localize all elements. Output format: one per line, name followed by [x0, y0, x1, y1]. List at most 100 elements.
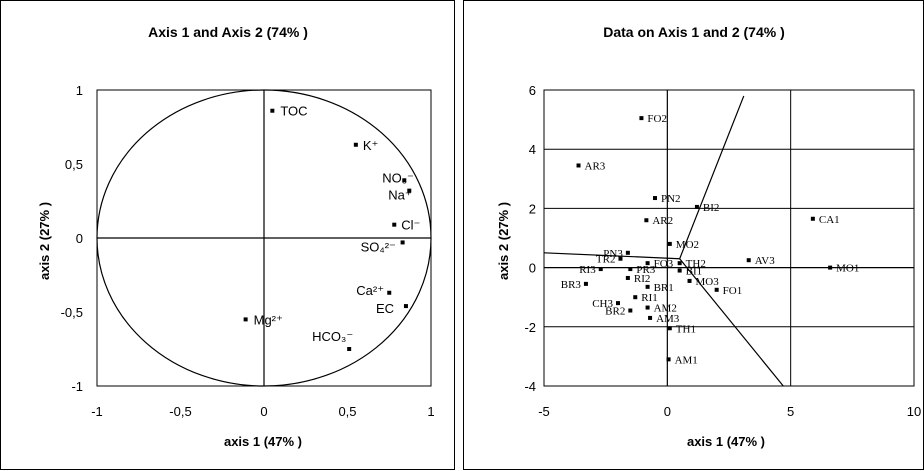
observation-point: [645, 284, 650, 289]
variable-label: K⁺: [363, 138, 379, 153]
observation-label: BI2: [703, 202, 720, 214]
observation-point: [583, 281, 588, 286]
observation-label: PN2: [661, 193, 681, 205]
variable-label: EC: [376, 301, 394, 316]
x-tick-label: -5: [538, 404, 550, 419]
observation-point: [694, 204, 699, 209]
observation-label: AR3: [585, 160, 606, 172]
observation-label: AM2: [654, 303, 677, 315]
variable-point: [403, 304, 408, 309]
chart-panel-observations: Data on Axis 1 and 2 (74% ) -5 0 5 10 6 4 2 0 -2…: [463, 0, 924, 470]
observation-point: [677, 261, 682, 266]
variable-label: Na⁺: [388, 188, 411, 203]
observation-label: TH1: [676, 323, 696, 335]
observation-point: [618, 256, 623, 261]
y-tick-label: -4: [524, 379, 536, 394]
y-tick-label: 4: [529, 142, 536, 157]
unit-circle: [96, 89, 432, 387]
observation-label: FO2: [647, 113, 667, 125]
observation-label: MO3: [696, 276, 720, 288]
plot-grid: [543, 89, 915, 387]
observation-label: CA1: [819, 214, 840, 226]
divider-line: [679, 258, 784, 387]
observation-point: [628, 308, 633, 313]
observation-point: [645, 305, 650, 310]
observation-point: [598, 267, 603, 272]
x-tick-label: 1: [427, 404, 434, 419]
x-tick-label: 5: [787, 404, 794, 419]
variable-point: [407, 188, 412, 193]
y-axis-label: axis 2 (27% ): [37, 202, 52, 280]
variable-label: Ca²⁺: [356, 283, 384, 298]
observation-label: TH2: [686, 258, 706, 270]
variable-point: [270, 108, 275, 113]
observation-point: [746, 258, 751, 263]
observation-point: [810, 216, 815, 221]
observation-label: RI1: [641, 292, 658, 304]
variable-point: [387, 290, 392, 295]
observation-point: [576, 163, 581, 168]
observation-point: [648, 315, 653, 320]
y-axis-label: axis 2 (27% ): [496, 202, 511, 280]
correlation-circle: [96, 89, 432, 387]
variable-point: [392, 222, 397, 227]
observation-label: AM3: [656, 313, 680, 325]
y-tick-label: -1: [71, 379, 83, 394]
observation-point: [667, 241, 672, 246]
y-tick-label: 0: [529, 261, 536, 276]
y-tick-label: 1: [76, 83, 83, 98]
observation-point: [633, 295, 638, 300]
observation-label: MO2: [676, 239, 699, 251]
x-tick-label: 0: [664, 404, 671, 419]
x-tick-label: 0,5: [338, 404, 356, 419]
y-tick-label: 0: [76, 231, 83, 246]
tick-labels: -5 0 5 10 6 4 2 0 -2 -4: [524, 83, 921, 419]
observation-label: PN3: [603, 248, 623, 260]
observation-point: [666, 357, 671, 362]
chart-panel-correlation: Axis 1 and Axis 2 (74% ) -1 -0,5 0 0,5 1 1 0,5…: [0, 0, 455, 470]
divider-line: [543, 252, 680, 260]
tick-labels: -1 -0,5 0 0,5 1 1 0,5 0 -0,5 -1: [61, 83, 435, 419]
x-axis-label: axis 1 (47% ): [687, 434, 765, 449]
observation-point: [616, 301, 620, 306]
variable-point: [243, 317, 248, 322]
variable-label: Cl⁻: [401, 218, 420, 233]
variable-point: [400, 240, 405, 245]
x-tick-label: -1: [91, 404, 103, 419]
x-axis-label: axis 1 (47% ): [224, 434, 302, 449]
observation-label: AV3: [755, 255, 775, 267]
observation-label: FO3: [654, 258, 674, 270]
observation-point: [645, 261, 650, 266]
x-tick-label: 0: [260, 404, 267, 419]
observation-label: BR2: [605, 306, 625, 318]
observation-label: AM1: [675, 354, 698, 366]
variable-label: NO₃⁻: [382, 170, 414, 185]
observation-label: CH3: [592, 298, 613, 310]
observation-label: TR2: [596, 254, 616, 266]
plot-frame: [543, 89, 915, 387]
observation-point: [628, 267, 633, 272]
variable-point: [402, 178, 407, 183]
x-tick-label: -0,5: [169, 404, 191, 419]
variable-label: HCO₃⁻: [312, 329, 353, 344]
observation-label: BI1: [686, 266, 703, 278]
observation-label: BR3: [561, 279, 582, 291]
observation-point: [828, 265, 833, 270]
chart-title: Data on Axis 1 and 2 (74% ): [603, 24, 785, 40]
plot-grid: [96, 89, 432, 387]
observation-point: [625, 250, 630, 255]
observation-label: RI3: [579, 264, 596, 276]
observation-point: [625, 275, 630, 280]
observation-label: MO1: [836, 263, 859, 275]
variable-label: Mg²⁺: [254, 312, 283, 327]
observation-point: [677, 268, 682, 273]
x-tick-label: 10: [907, 404, 921, 419]
observation-point: [714, 287, 719, 292]
variable-point: [353, 142, 358, 147]
y-tick-label: 0,5: [65, 157, 83, 172]
y-tick-label: 6: [529, 83, 536, 98]
observation-label: BR1: [654, 282, 674, 294]
y-tick-label: -2: [524, 320, 536, 335]
observation-point: [667, 326, 672, 331]
observation-label: AR2: [652, 215, 673, 227]
